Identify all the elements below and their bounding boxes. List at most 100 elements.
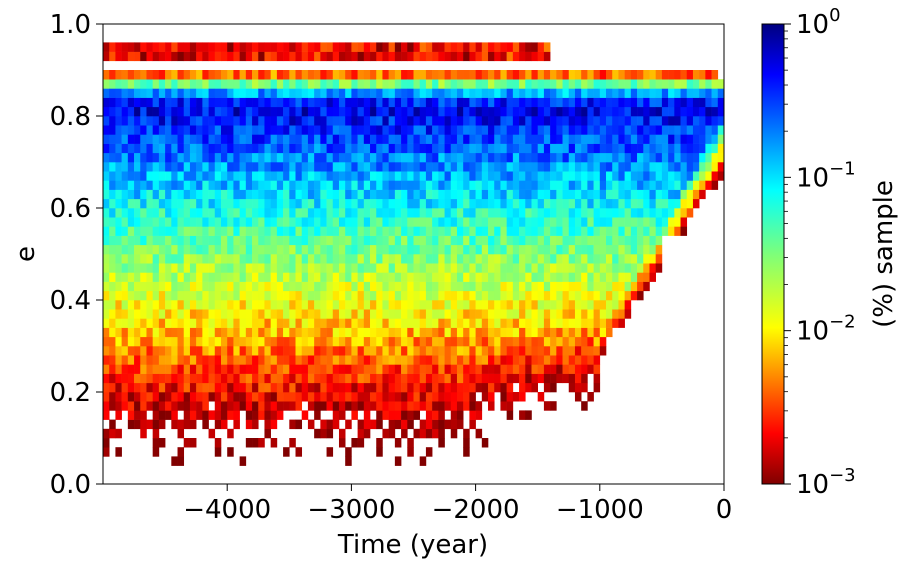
heatmap-cell	[531, 309, 538, 319]
heatmap-cell	[171, 309, 178, 319]
heatmap-cell	[338, 254, 346, 264]
heatmap-cell	[370, 106, 377, 117]
heatmap-cell	[239, 70, 247, 80]
heatmap-cell	[239, 364, 247, 374]
heatmap-cell	[469, 106, 476, 117]
heatmap-cell	[568, 272, 576, 282]
heatmap-cell	[401, 198, 408, 209]
heatmap-cell	[127, 410, 135, 420]
heatmap-cell	[488, 198, 495, 209]
heatmap-cell	[649, 125, 656, 135]
heatmap-cell	[618, 88, 625, 98]
heatmap-cell	[264, 198, 271, 209]
heatmap-cell	[264, 392, 271, 402]
heatmap-cell	[103, 336, 110, 347]
heatmap-cell	[413, 346, 421, 356]
heatmap-cell	[220, 272, 228, 282]
heatmap-cell	[370, 373, 377, 384]
heatmap-cell	[376, 180, 383, 190]
heatmap-cell	[220, 392, 228, 402]
heatmap-cell	[233, 180, 240, 190]
heatmap-cell	[165, 152, 172, 163]
heatmap-cell	[103, 97, 110, 108]
heatmap-cell	[512, 235, 520, 246]
heatmap-cell	[419, 254, 427, 264]
heatmap-cell	[283, 244, 290, 255]
heatmap-cell	[637, 125, 644, 135]
heatmap-cell	[568, 355, 576, 365]
heatmap-cell	[674, 143, 681, 154]
heatmap-cell	[152, 410, 160, 420]
heatmap-cell	[158, 355, 166, 365]
heatmap-cell	[419, 419, 427, 430]
heatmap-cell	[488, 217, 495, 227]
heatmap-cell	[531, 346, 538, 356]
heatmap-cell	[370, 116, 377, 126]
heatmap-cell	[171, 336, 178, 347]
heatmap-cell	[103, 189, 110, 200]
heatmap-cell	[264, 70, 271, 80]
heatmap-cell	[320, 51, 327, 62]
heatmap-cell	[320, 318, 327, 328]
heatmap-cell	[568, 263, 576, 273]
heatmap-cell	[388, 198, 396, 209]
heatmap-cell	[363, 125, 371, 135]
heatmap-cell	[196, 235, 203, 246]
heatmap-cell	[121, 300, 129, 310]
heatmap-cell	[494, 125, 501, 135]
heatmap-cell	[183, 318, 191, 328]
heatmap-cell	[245, 208, 253, 218]
heatmap-cell	[289, 309, 296, 319]
heatmap-cell	[227, 373, 234, 384]
heatmap-cell	[183, 42, 191, 52]
heatmap-cell	[320, 162, 327, 172]
heatmap-cell	[500, 180, 507, 190]
heatmap-cell	[568, 198, 576, 209]
heatmap-cell	[500, 171, 507, 181]
heatmap-cell	[649, 88, 656, 98]
heatmap-cell	[475, 198, 483, 209]
heatmap-cell	[270, 116, 278, 126]
heatmap-cell	[245, 180, 253, 190]
heatmap-cell	[140, 134, 147, 144]
heatmap-cell	[456, 42, 464, 52]
heatmap-cell	[245, 217, 253, 227]
colorbar	[761, 23, 785, 485]
heatmap-cell	[556, 189, 563, 200]
heatmap-cell	[475, 79, 483, 89]
heatmap-cell	[338, 336, 346, 347]
heatmap-cell	[717, 125, 725, 135]
heatmap-cell	[189, 171, 197, 181]
heatmap-cell	[258, 438, 265, 448]
heatmap-cell	[717, 171, 725, 181]
heatmap-cell	[407, 401, 414, 411]
heatmap-cell	[500, 382, 507, 393]
heatmap-cell	[351, 88, 358, 98]
heatmap-cell	[419, 382, 427, 393]
heatmap-cell	[158, 281, 166, 292]
heatmap-cell	[612, 263, 619, 273]
heatmap-cell	[562, 364, 570, 374]
heatmap-cell	[444, 281, 452, 292]
heatmap-cell	[370, 79, 377, 89]
heatmap-cell	[494, 171, 501, 181]
heatmap-cell	[258, 143, 265, 154]
heatmap-cell	[307, 217, 315, 227]
heatmap-cell	[655, 217, 663, 227]
heatmap-cell	[177, 272, 185, 282]
heatmap-cell	[537, 327, 545, 338]
heatmap-cell	[543, 355, 551, 365]
heatmap-cell	[519, 244, 526, 255]
heatmap-cell	[432, 373, 439, 384]
heatmap-cell	[357, 226, 365, 236]
heatmap-cell	[425, 318, 433, 328]
heatmap-cell	[581, 79, 588, 89]
heatmap-cell	[519, 300, 526, 310]
heatmap-cell	[121, 171, 129, 181]
heatmap-cell	[624, 300, 632, 310]
heatmap-cell	[109, 143, 116, 154]
heatmap-cell	[456, 180, 464, 190]
heatmap-cell	[363, 143, 371, 154]
heatmap-cell	[196, 290, 203, 301]
heatmap-cell	[649, 189, 656, 200]
